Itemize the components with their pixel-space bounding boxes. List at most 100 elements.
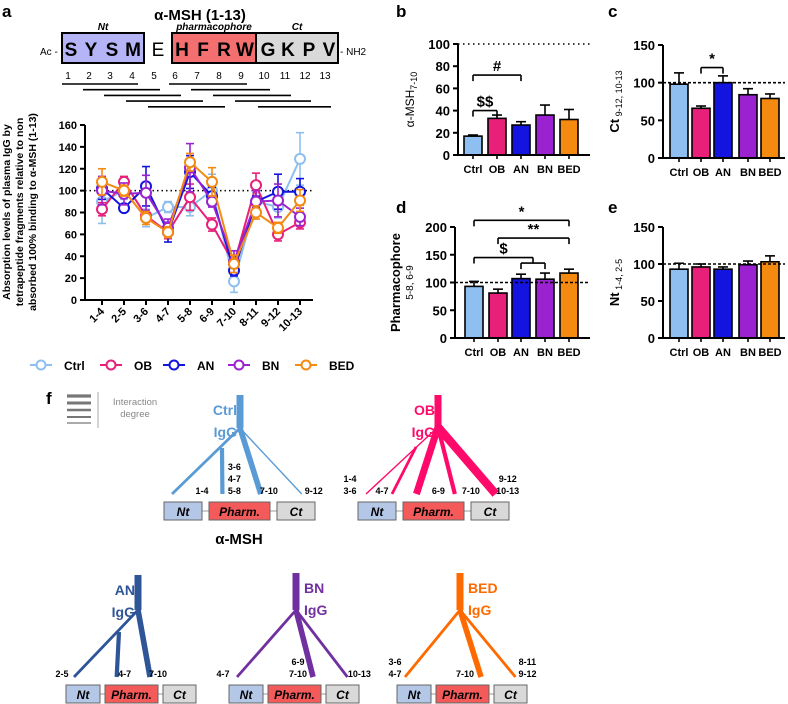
e-bar-AN: [713, 268, 733, 339]
e-ytick-label: 50: [641, 294, 655, 309]
a-marker-OB: [96, 203, 108, 216]
legend-marker-OB: [105, 359, 117, 371]
d-ytick-label: 100: [425, 276, 447, 291]
domain-label-pharm: Pharm.: [442, 688, 483, 702]
domain-box-ct: [276, 501, 316, 521]
c-bar-BED: [760, 97, 780, 159]
panel-label-b: b: [396, 2, 406, 21]
a-ytick-label: 140: [59, 142, 77, 154]
tree-branch-BN: [293, 609, 316, 678]
e-xtick-label: Ctrl: [670, 347, 689, 359]
nt-box: [61, 32, 145, 64]
domain-label-pharm: Pharm.: [413, 505, 454, 519]
tree-group-label: BN: [304, 580, 324, 596]
e-xtick-label: BED: [758, 347, 781, 359]
domain-label-nt: Nt: [240, 688, 254, 702]
tree-fragment-label: 7-10: [260, 486, 278, 496]
tree-group-label: IgG: [112, 604, 135, 620]
position-2: 2: [86, 71, 92, 82]
d-ytick-label: 200: [425, 220, 447, 235]
tree-fragment-label: 4-7: [375, 486, 388, 496]
legend-marker-Ctrl: [35, 359, 47, 371]
c-bar-AN: [713, 81, 733, 159]
domain-box-nt: [228, 684, 264, 704]
e-ylabel-sub: 1-4, 2-5: [614, 259, 624, 293]
pharmacophore-label: pharmacophore: [175, 22, 252, 33]
panel-label-a: a: [2, 2, 12, 21]
c-xtick-label: AN: [715, 167, 731, 179]
e-bar-BED: [760, 260, 780, 339]
position-8: 8: [216, 71, 222, 82]
a-marker-BED: [162, 226, 174, 239]
legend-marker-BN: [233, 359, 245, 371]
tree-fragment-label: 4-7: [118, 669, 131, 679]
a-xtick-label: 10-13: [277, 306, 305, 334]
a-marker-BED: [272, 221, 284, 234]
a-ylabel-line: Absorption levels of plasma IgG by: [1, 124, 13, 300]
d-ytick-label: 150: [425, 248, 447, 263]
position-1: 1: [65, 71, 71, 82]
residue-3: S: [106, 40, 119, 61]
d-xtick-label: BED: [557, 347, 580, 359]
d-significance-label: **: [528, 221, 540, 238]
domain-box-nt: [396, 684, 432, 704]
domain-label-ct: Ct: [290, 505, 304, 519]
a-marker-BED: [118, 184, 130, 197]
tree-branch-AN: [72, 609, 140, 678]
tree-branch-BED: [457, 609, 484, 678]
a-xtick-label: 4-7: [153, 306, 173, 326]
e-xtick-label: AN: [715, 347, 731, 359]
a-xtick-label: 3-6: [131, 306, 151, 326]
legend-label-Ctrl: Ctrl: [64, 359, 85, 373]
a-marker-Ctrl: [228, 275, 240, 288]
domain-label-pharm: Pharm.: [274, 688, 315, 702]
domain-label-nt: Nt: [77, 688, 91, 702]
interaction-degree-label: Interaction: [113, 397, 157, 408]
c-ylabel: Ct 9-12, 10-13: [607, 70, 624, 132]
c-ytick-label: 100: [633, 76, 655, 91]
tree-fragment-label: 3-6: [343, 486, 356, 496]
legend-label-AN: AN: [197, 359, 214, 373]
a-marker-BN: [294, 210, 306, 223]
legend-label-OB: OB: [134, 359, 152, 373]
e-ylabel: Nt 1-4, 2-5: [607, 259, 624, 306]
domain-label-ct: Ct: [173, 688, 187, 702]
domain-box-pharm: [104, 684, 159, 704]
b-ytick-label: 0: [443, 148, 450, 163]
domain-box-pharm: [208, 501, 271, 521]
domain-box-pharm: [402, 501, 465, 521]
domain-box-ct: [325, 684, 360, 704]
a-ylabel-line: tetrapeptide fragments relative to non: [14, 118, 26, 306]
domain-label-pharm: Pharm.: [111, 688, 152, 702]
tree-group-label: AN: [115, 582, 135, 598]
position-7: 7: [194, 71, 200, 82]
tree-fragment-label: 1-4: [195, 486, 208, 496]
c-ytick-label: 0: [648, 151, 655, 166]
tree-fragment-label: 2-5: [55, 669, 68, 679]
a-ytick-label: 80: [65, 208, 77, 220]
residue-5: E: [152, 40, 165, 61]
c-bar-OB: [691, 107, 711, 159]
b-xtick-label: BN: [537, 164, 553, 176]
tree-fragment-label: 10-13: [348, 669, 371, 679]
a-series-line-OB: [101, 180, 301, 267]
panel-label-d: d: [396, 198, 406, 217]
d-xtick-label: Ctrl: [465, 347, 484, 359]
b-xtick-label: BED: [557, 164, 580, 176]
domain-box-nt: [357, 501, 397, 521]
tree-fragment-label: 3-6: [228, 462, 241, 472]
tree-fragment-label: 9-12: [499, 474, 517, 484]
a-ytick-label: 0: [71, 295, 77, 307]
d-xtick-label: BN: [537, 347, 553, 359]
position-4: 4: [129, 71, 135, 82]
a-marker-BED: [250, 206, 262, 219]
b-significance-label: $$: [477, 94, 494, 111]
panel-label-f: f: [46, 389, 52, 408]
domain-label-ct: Ct: [504, 688, 518, 702]
tree-branch-OB: [413, 425, 442, 496]
c-xtick-label: Ctrl: [670, 167, 689, 179]
c-bar-BN: [738, 93, 758, 159]
residue-6: H: [175, 40, 189, 61]
legend-label-BN: BN: [262, 359, 279, 373]
c-xtick-label: OB: [693, 167, 710, 179]
